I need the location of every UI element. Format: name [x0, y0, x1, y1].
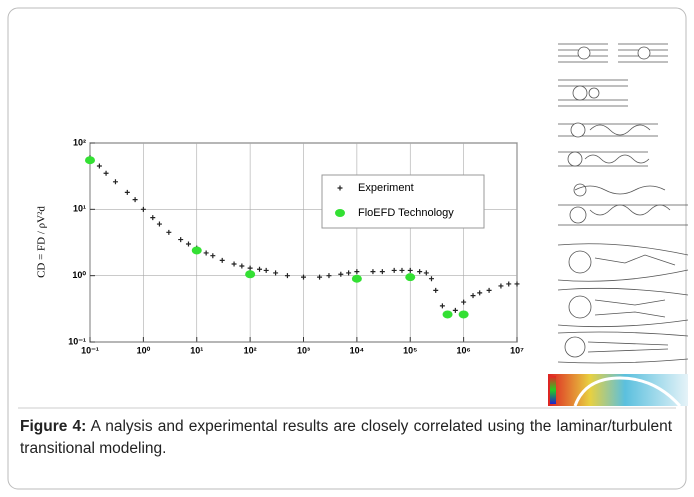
y-tick-label: 10⁻¹ [68, 336, 86, 346]
point [219, 257, 225, 263]
point [231, 261, 237, 267]
legend-marker [335, 209, 345, 217]
legend [321, 174, 485, 229]
point [370, 269, 376, 275]
caption-text: A nalysis and experimental results are c… [20, 418, 673, 457]
point [191, 246, 202, 255]
point [354, 269, 360, 275]
point [273, 270, 279, 276]
point [185, 241, 191, 247]
point [391, 267, 397, 273]
point [498, 283, 504, 289]
flow-sketches [557, 43, 689, 364]
point [150, 215, 156, 221]
point [470, 293, 476, 299]
point [461, 299, 467, 305]
point [326, 273, 332, 279]
point [428, 276, 434, 282]
point [112, 179, 118, 185]
point [346, 270, 352, 276]
y-tick-label: 10² [73, 137, 86, 147]
x-tick-label: 10⁴ [350, 345, 364, 355]
point [423, 270, 429, 276]
point [514, 281, 520, 287]
point [156, 221, 162, 227]
caption-label: Figure 4: [20, 418, 87, 435]
point [210, 253, 216, 259]
x-tick-label: 10⁷ [510, 345, 524, 355]
point [405, 273, 416, 282]
point [203, 250, 209, 256]
point [301, 274, 306, 280]
point [96, 163, 102, 169]
point [506, 281, 512, 287]
legend-marker [337, 185, 343, 191]
point [351, 274, 362, 283]
point [263, 267, 269, 273]
point [458, 310, 469, 319]
frame [7, 7, 687, 490]
point [85, 156, 95, 165]
point [417, 269, 423, 275]
point [239, 263, 245, 269]
y-tick-label: 10⁰ [72, 270, 86, 280]
cfd-image [548, 374, 688, 407]
point [132, 197, 138, 203]
point [379, 269, 385, 275]
x-tick-label: 10⁰ [137, 345, 151, 355]
point [317, 274, 323, 280]
x-tick-label: 10² [244, 345, 257, 355]
x-tick-label: 10⁻¹ [81, 345, 99, 355]
y-tick-label: 10¹ [73, 204, 86, 214]
legend-label: Experiment [358, 182, 414, 194]
legend-label: FloEFD Technology [358, 207, 454, 219]
point [284, 273, 290, 279]
point [338, 271, 344, 277]
point [166, 229, 172, 235]
point [140, 206, 146, 212]
point [124, 189, 130, 195]
point [452, 307, 458, 313]
y-axis-label: CD = FD / ρV²d [36, 206, 48, 278]
point [407, 267, 413, 273]
point [477, 290, 483, 296]
point [399, 267, 405, 273]
point [103, 170, 109, 176]
x-tick-label: 10⁶ [457, 345, 471, 355]
caption: Figure 4: A nalysis and experimental res… [20, 416, 672, 460]
point [439, 303, 445, 309]
x-tick-label: 10¹ [190, 345, 203, 355]
point [486, 287, 492, 293]
x-tick-label: 10⁵ [403, 345, 417, 355]
point [442, 310, 453, 319]
point [178, 237, 184, 243]
point [257, 266, 263, 272]
point [433, 287, 439, 293]
point [245, 270, 256, 279]
x-tick-label: 10³ [297, 345, 310, 355]
point [247, 265, 253, 271]
